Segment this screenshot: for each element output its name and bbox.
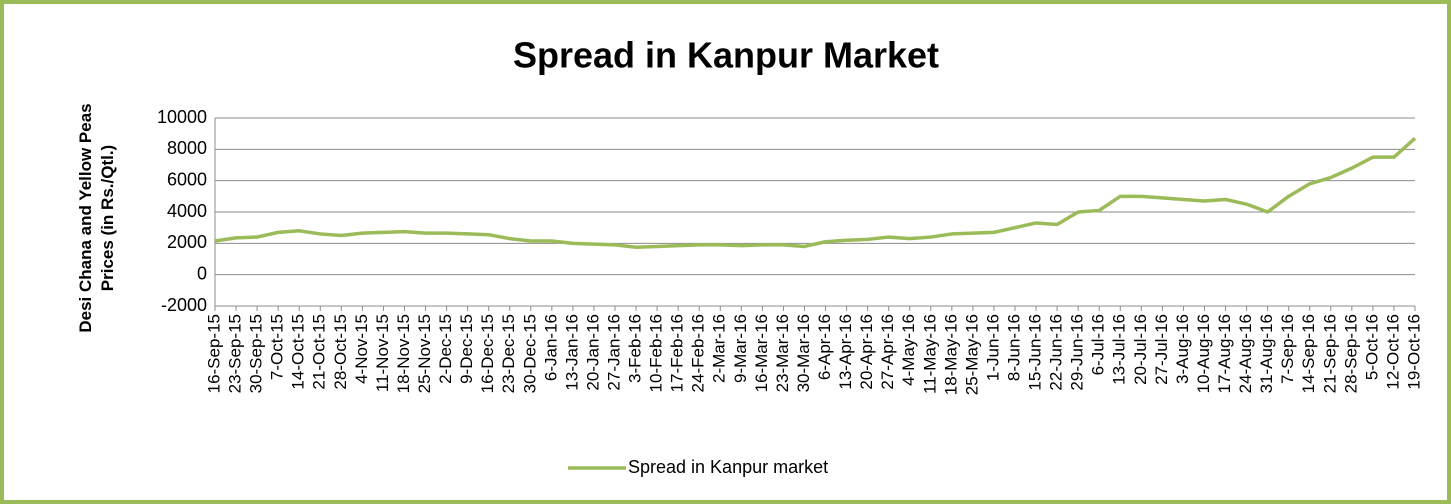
y-tick-label: 6000: [167, 169, 207, 189]
x-tick-label: 16-Sep-15: [204, 314, 223, 393]
x-tick-label: 31-Aug-16: [1257, 314, 1276, 393]
x-tick-label: 14-Oct-15: [289, 314, 308, 390]
x-tick-label: 21-Oct-15: [310, 314, 329, 390]
x-tick-label: 1-Jun-16: [983, 314, 1002, 381]
x-tick-label: 28-Oct-15: [331, 314, 350, 390]
x-tick-label: 19-Oct-16: [1404, 314, 1423, 390]
x-tick-label: 25-May-16: [962, 314, 981, 395]
x-tick-label: 30-Mar-16: [794, 314, 813, 392]
x-tick-label: 11-May-16: [920, 314, 939, 394]
x-tick-label: 13-Jan-16: [562, 314, 581, 391]
legend-label: Spread in Kanpur market: [628, 457, 828, 477]
x-tick-label: 9-Dec-15: [457, 314, 476, 384]
x-tick-label: 17-Aug-16: [1215, 314, 1234, 393]
x-tick-label: 18-Nov-15: [394, 314, 413, 393]
x-tick-label: 30-Dec-15: [520, 314, 539, 393]
x-tick-label: 27-Jan-16: [604, 314, 623, 391]
x-tick-label: 8-Jun-16: [1004, 314, 1023, 381]
x-tick-label: 25-Nov-15: [415, 314, 434, 393]
y-axis-title: Desi Chana and Yellow Peas Prices (in Rs…: [76, 103, 117, 333]
x-tick-label: 20-Jul-16: [1131, 314, 1150, 385]
x-tick-label: 2-Dec-15: [436, 314, 455, 384]
y-tick-label: 2000: [167, 232, 207, 252]
x-tick-label: 10-Feb-16: [647, 314, 666, 392]
x-tick-label: 24-Feb-16: [689, 314, 708, 392]
x-tick-label: 9-Mar-16: [731, 314, 750, 383]
chart-title: Spread in Kanpur Market: [513, 35, 939, 76]
x-tick-label: 22-Jun-16: [1047, 314, 1066, 391]
x-tick-label: 11-Nov-15: [373, 314, 392, 392]
x-tick-label: 28-Sep-16: [1341, 314, 1360, 393]
x-tick-label: 7-Oct-15: [268, 314, 287, 380]
x-tick-label: 29-Jun-16: [1068, 314, 1087, 391]
x-tick-label: 7-Sep-16: [1278, 314, 1297, 384]
x-tick-label: 6-Apr-16: [815, 314, 834, 380]
x-tick-label: 30-Sep-15: [247, 314, 266, 393]
series-line: [214, 137, 1417, 249]
x-tick-label: 13-Apr-16: [836, 314, 855, 390]
x-tick-label: 3-Aug-16: [1173, 314, 1192, 384]
x-tick-label: 13-Jul-16: [1110, 314, 1129, 385]
x-tick-label: 15-Jun-16: [1026, 314, 1045, 391]
x-tick-label: 23-Mar-16: [773, 314, 792, 392]
y-tick-label: 8000: [167, 138, 207, 158]
x-tick-label: 18-May-16: [941, 314, 960, 395]
x-tick-label: 3-Feb-16: [626, 314, 645, 383]
x-tick-label: 23-Sep-15: [226, 314, 245, 393]
y-tick-label: 10000: [157, 107, 207, 127]
y-tick-label: -2000: [161, 295, 207, 315]
x-tick-label: 20-Apr-16: [857, 314, 876, 390]
x-tick-label: 4-Nov-15: [352, 314, 371, 384]
x-tick-label: 16-Mar-16: [752, 314, 771, 392]
x-tick-label: 14-Sep-16: [1299, 314, 1318, 393]
x-tick-label: 17-Feb-16: [668, 314, 687, 392]
x-tick-label: 16-Dec-15: [478, 314, 497, 393]
x-tick-label: 21-Sep-16: [1320, 314, 1339, 393]
x-tick-label: 12-Oct-16: [1383, 314, 1402, 390]
x-tick-label: 4-May-16: [899, 314, 918, 386]
chart: Spread in Kanpur Market -2000 0 2000 4000 60…: [157, 35, 1424, 477]
x-tick-label: 6-Jul-16: [1089, 314, 1108, 375]
x-tick-label: 24-Aug-16: [1236, 314, 1255, 393]
x-tick-label: 23-Dec-15: [499, 314, 518, 393]
x-tick-label: 10-Aug-16: [1194, 314, 1213, 393]
x-tick-label: 5-Oct-16: [1362, 314, 1381, 380]
y-tick-label: 0: [197, 263, 207, 283]
x-tick-label: 27-Apr-16: [878, 314, 897, 390]
x-tick-label: 2-Mar-16: [710, 314, 729, 383]
x-tick-label: 27-Jul-16: [1152, 314, 1171, 385]
x-tick-label: 6-Jan-16: [541, 314, 560, 381]
y-tick-label: 4000: [167, 201, 207, 221]
x-tick-label: 20-Jan-16: [583, 314, 602, 391]
